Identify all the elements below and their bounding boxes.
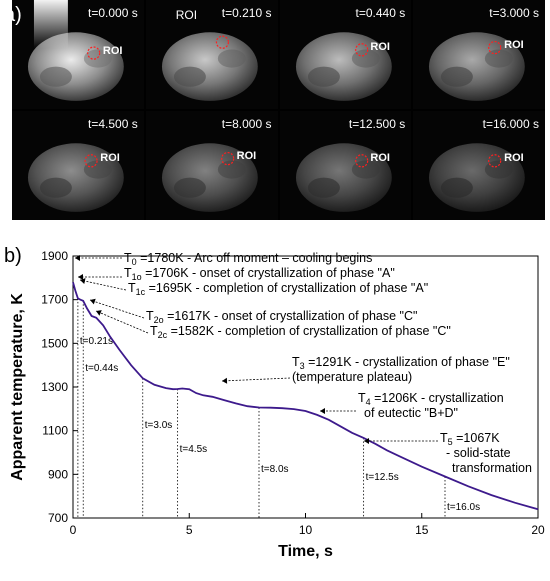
annotation-text: T1o =1706K - onset of crystallization of… [124, 266, 395, 282]
roi-label: ROI [370, 41, 390, 54]
annotation-text: T3 =1291K - crystallization of phase "E" [292, 355, 510, 371]
arrow-head [222, 377, 228, 384]
y-axis-label: Apparent temperature, K [9, 293, 26, 481]
frame-time-label: t=8.000 s [221, 117, 272, 131]
frame-grid: t=0.000 s ROI t=0.210 s ROI t=0.440 s ROI t=3.… [12, 0, 545, 220]
y-tick-label: 1300 [41, 380, 68, 394]
frame-time-label: t=4.500 s [88, 117, 138, 131]
frame: t=8.000 s ROI [145, 111, 278, 220]
y-tick-label: 1500 [41, 336, 68, 350]
frame: t=12.500 s ROI [279, 111, 412, 220]
roi-label: ROI [370, 152, 390, 165]
cooling-curve-line [72, 281, 539, 511]
annotation-text: T1c =1695K - completion of crystallizati… [128, 281, 428, 297]
annotation-text: T4 =1206K - crystallization [358, 391, 504, 407]
frame-time-label: t=0.440 s [355, 6, 406, 20]
arrow-head [320, 408, 325, 414]
frame-time-label: t=0.000 s [88, 6, 138, 20]
frame: t=0.210 s ROI [145, 0, 278, 109]
frame-time-label: t=12.500 s [348, 117, 406, 131]
annotation-arrow [221, 377, 291, 382]
roi-label: ROI [236, 150, 257, 163]
x-tick-label: 20 [531, 523, 545, 537]
annotation-text-line3: transformation [452, 461, 532, 475]
frame: t=3.000 s ROI [413, 0, 545, 109]
x-tick-label: 10 [299, 523, 313, 537]
time-marker-label: t=12.5s [366, 472, 399, 483]
panel-a-label: a) [4, 4, 22, 26]
roi-label: ROI [504, 152, 524, 165]
panel-a-frames: t=0.000 s ROI t=0.210 s ROI t=0.440 s ROI t=3.… [0, 0, 550, 225]
panel-b-chart: b) 700 900 1100 1300 1500 1700 1900 0 5 10 15 20 Time… [0, 232, 550, 581]
annotation-text-line2: of eutectic "B+D" [364, 406, 458, 420]
y-tick-label: 700 [48, 511, 68, 525]
y-tick-label: 1900 [41, 249, 68, 263]
roi-label: ROI [175, 8, 198, 22]
y-tick-label: 900 [48, 467, 68, 481]
annotation-text: T5 =1067K [440, 431, 500, 447]
arrow-head [364, 438, 369, 444]
roi-label: ROI [504, 39, 524, 52]
droplet-image [429, 32, 526, 101]
arrow-head [96, 310, 102, 316]
roi-label: ROI [102, 44, 123, 57]
time-marker-label: t=0.44s [85, 363, 118, 374]
frame-time-label: t=16.000 s [482, 117, 539, 131]
y-tick-label: 1700 [41, 293, 68, 307]
frame-time-label: t=3.000 s [489, 6, 539, 20]
time-marker-label: t=4.5s [180, 444, 208, 455]
annotation-arrow [89, 299, 145, 319]
annotation-arrow [79, 279, 127, 291]
time-marker-label: t=16.0s [447, 502, 480, 513]
droplet-image [27, 143, 124, 212]
time-marker-label: t=0.21s [80, 336, 113, 347]
time-marker-label: t=8.0s [261, 464, 289, 475]
frame: t=16.000 s ROI [413, 111, 545, 220]
annotation-text: T2o =1617K - onset of crystallization of… [146, 309, 417, 325]
panel-b-label: b) [4, 245, 22, 267]
annotation-arrow [95, 310, 149, 334]
frame: t=0.000 s ROI [12, 0, 144, 109]
x-tick-label: 15 [415, 523, 429, 537]
x-axis-label: Time, s [278, 543, 333, 560]
annotation-text-line2: - solid-state [446, 446, 511, 460]
annotation-text: T2c =1582K - completion of crystallizati… [150, 324, 451, 340]
cooling-curve-chart: b) 700 900 1100 1300 1500 1700 1900 0 5 10 15 20 Time… [4, 245, 545, 560]
droplet-image [295, 143, 392, 212]
arrow-head [80, 278, 86, 284]
frame: t=0.440 s ROI [279, 0, 412, 109]
droplet-image [429, 143, 526, 212]
droplet-image [27, 0, 124, 101]
x-tick-label: 5 [186, 523, 193, 537]
annotation-text: T0 =1780K - Arc off moment – cooling beg… [124, 251, 372, 267]
frame: t=4.500 s ROI [12, 111, 144, 220]
y-tick-label: 1100 [42, 424, 68, 438]
arrow-head [90, 298, 96, 305]
arrow-head [78, 274, 83, 280]
x-tick-label: 0 [70, 523, 77, 537]
droplet-image [161, 32, 258, 101]
roi-label: ROI [100, 152, 120, 165]
arrow-head [75, 255, 80, 261]
annotation-text-line2: (temperature plateau) [292, 370, 412, 384]
droplet-image [295, 32, 392, 101]
time-marker-label: t=3.0s [145, 420, 173, 431]
frame-time-label: t=0.210 s [221, 6, 272, 20]
droplet-image [161, 143, 258, 212]
